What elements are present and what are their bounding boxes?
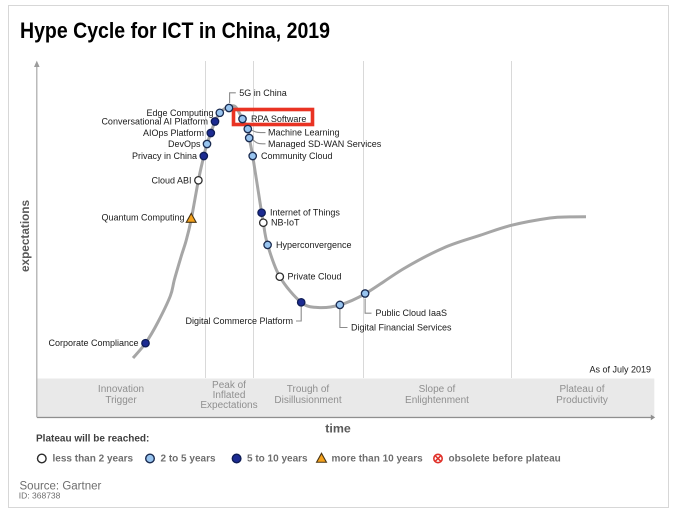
svg-text:Public Cloud IaaS: Public Cloud IaaS [376, 308, 448, 318]
svg-text:time: time [325, 422, 351, 436]
svg-text:Conversational AI Platform: Conversational AI Platform [101, 117, 208, 127]
svg-text:Cloud ABI: Cloud ABI [151, 175, 191, 185]
svg-text:Enlightenment: Enlightenment [405, 395, 469, 406]
svg-text:Plateau will be reached:: Plateau will be reached: [36, 434, 149, 445]
svg-text:obsolete before plateau: obsolete before plateau [449, 454, 561, 465]
svg-text:Edge Computing: Edge Computing [146, 108, 213, 118]
svg-text:Peak of: Peak of [212, 380, 246, 391]
svg-text:Community Cloud: Community Cloud [261, 151, 333, 161]
svg-text:Inflated: Inflated [213, 390, 246, 401]
svg-text:2 to 5 years: 2 to 5 years [161, 454, 216, 465]
svg-text:Hype Cycle for ICT in China, 2: Hype Cycle for ICT in China, 2019 [20, 18, 330, 43]
svg-text:Digital Commerce Platform: Digital Commerce Platform [185, 316, 293, 326]
svg-text:Private Cloud: Private Cloud [288, 272, 342, 282]
svg-text:Machine Learning: Machine Learning [268, 128, 340, 138]
svg-text:Hyperconvergence: Hyperconvergence [276, 240, 352, 250]
svg-text:NB-IoT: NB-IoT [271, 218, 300, 228]
svg-text:Internet of Things: Internet of Things [270, 208, 340, 218]
svg-text:Trough of: Trough of [287, 384, 330, 395]
svg-text:DevOps: DevOps [168, 139, 201, 149]
svg-text:Expectations: Expectations [200, 400, 257, 411]
svg-text:more than 10 years: more than 10 years [332, 454, 424, 465]
svg-text:Privacy in China: Privacy in China [132, 151, 197, 161]
svg-text:less than 2 years: less than 2 years [53, 454, 134, 465]
svg-text:Productivity: Productivity [556, 395, 608, 406]
svg-text:Corporate Compliance: Corporate Compliance [48, 338, 138, 348]
svg-text:5 to 10 years: 5 to 10 years [247, 454, 308, 465]
svg-text:RPA Software: RPA Software [251, 114, 306, 124]
svg-text:Source: Gartner: Source: Gartner [20, 481, 102, 493]
svg-text:expectations: expectations [18, 200, 32, 273]
svg-text:Managed SD-WAN Services: Managed SD-WAN Services [268, 139, 382, 149]
svg-text:Trigger: Trigger [105, 395, 137, 406]
svg-text:As of July 2019: As of July 2019 [589, 365, 651, 375]
svg-text:Disillusionment: Disillusionment [274, 395, 341, 406]
svg-text:Slope of: Slope of [419, 384, 456, 395]
svg-text:Quantum Computing: Quantum Computing [101, 213, 184, 223]
svg-text:5G in China: 5G in China [239, 88, 287, 98]
svg-text:Plateau of: Plateau of [559, 384, 604, 395]
svg-text:AIOps Platform: AIOps Platform [143, 128, 204, 138]
svg-text:ID: 368738: ID: 368738 [19, 491, 61, 501]
svg-text:Innovation: Innovation [98, 384, 144, 395]
svg-text:Digital Financial Services: Digital Financial Services [351, 322, 452, 332]
